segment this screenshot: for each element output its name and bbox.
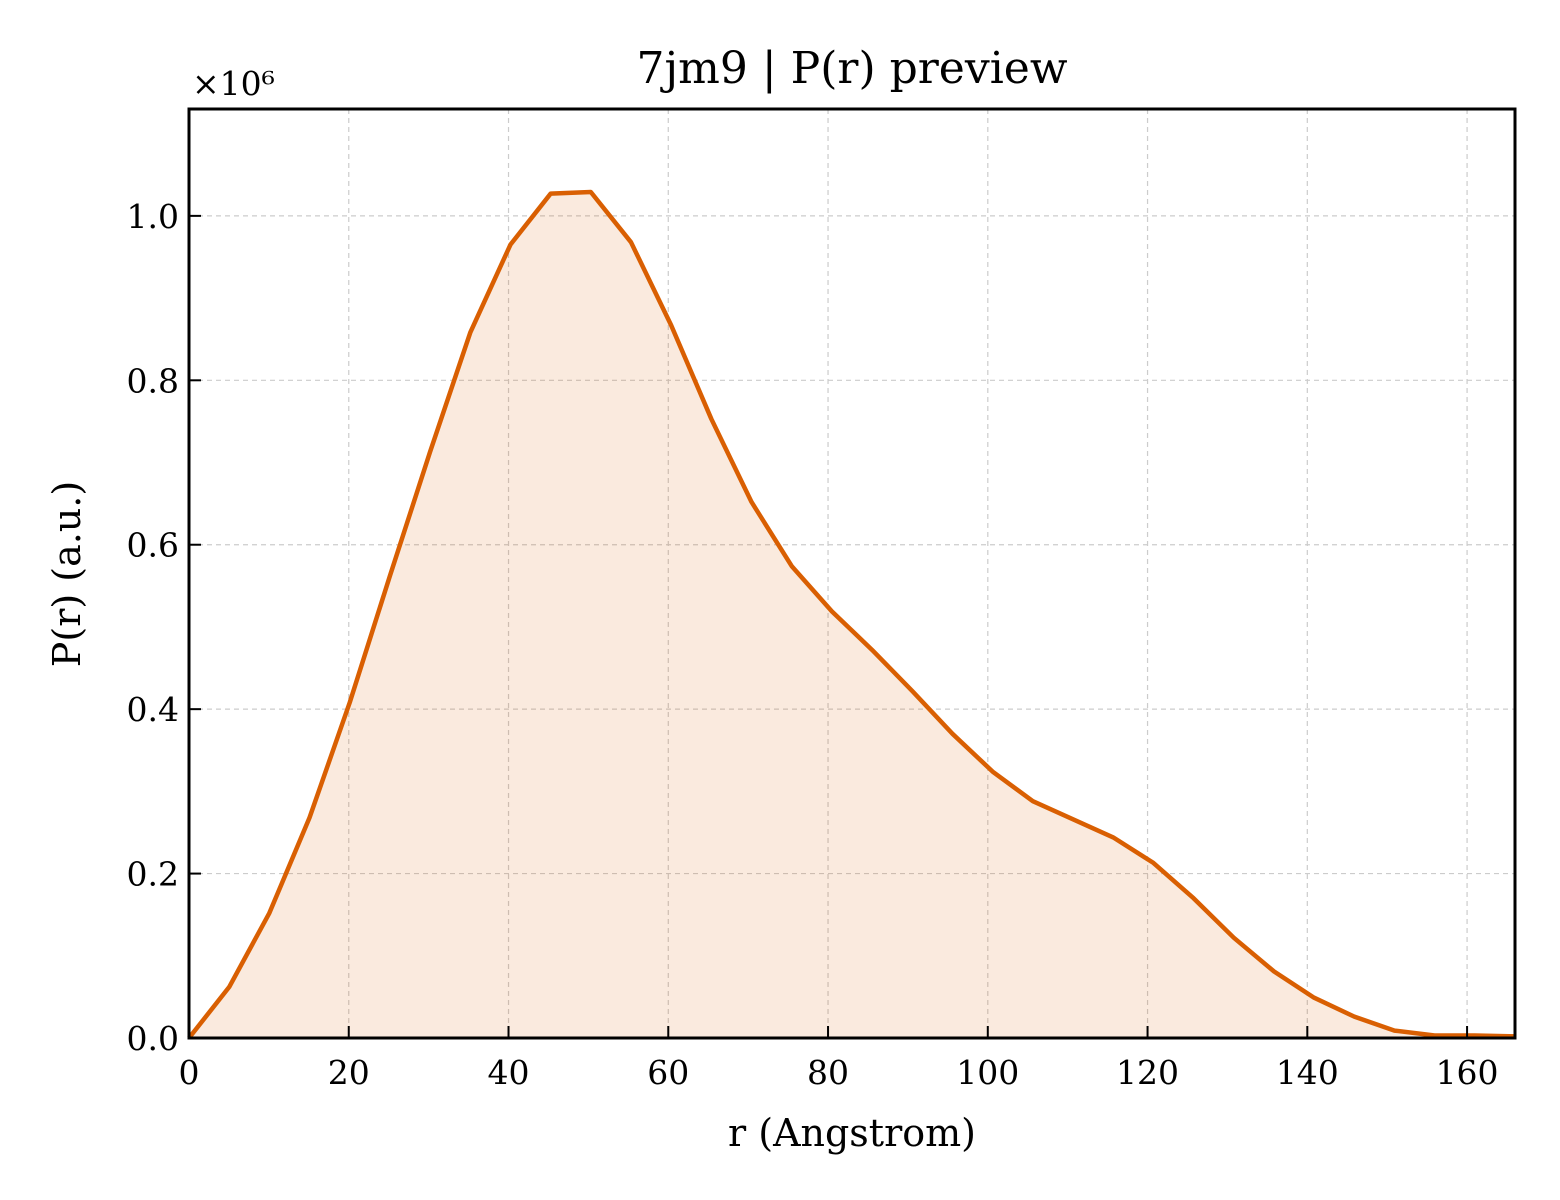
- x-tick-label: 160: [1436, 1053, 1499, 1092]
- chart-title: 7jm9 | P(r) preview: [637, 43, 1068, 94]
- x-tick-label: 80: [807, 1053, 849, 1092]
- x-tick-label: 20: [328, 1053, 370, 1092]
- y-tick-label: 0.6: [127, 526, 179, 565]
- y-axis: 0.0 0.2 0.4 0.6 0.8 1.0: [127, 197, 201, 1058]
- pr-area-fill: [189, 192, 1515, 1038]
- y-tick-label: 1.0: [127, 197, 179, 236]
- y-axis-label: P(r) (a.u.): [45, 481, 89, 667]
- x-tick-label: 40: [488, 1053, 530, 1092]
- x-tick-label: 140: [1276, 1053, 1339, 1092]
- y-offset-label: ×10⁶: [192, 64, 275, 103]
- y-tick-label: 0.8: [127, 361, 179, 400]
- x-tick-label: 120: [1116, 1053, 1179, 1092]
- y-tick-label: 0.0: [127, 1019, 179, 1058]
- grid: [189, 109, 1515, 1038]
- x-tick-label: 100: [956, 1053, 1019, 1092]
- x-tick-label: 60: [647, 1053, 689, 1092]
- x-axis-label: r (Angstrom): [728, 1111, 976, 1155]
- x-tick-label: 0: [179, 1053, 200, 1092]
- y-tick-label: 0.2: [127, 855, 179, 894]
- x-axis: 0 20 40 60 80 100 120 140 160: [179, 1026, 1499, 1092]
- plot-frame: [187, 107, 1517, 1040]
- y-tick-label: 0.4: [127, 690, 179, 729]
- pr-curve: [187, 189, 1516, 1040]
